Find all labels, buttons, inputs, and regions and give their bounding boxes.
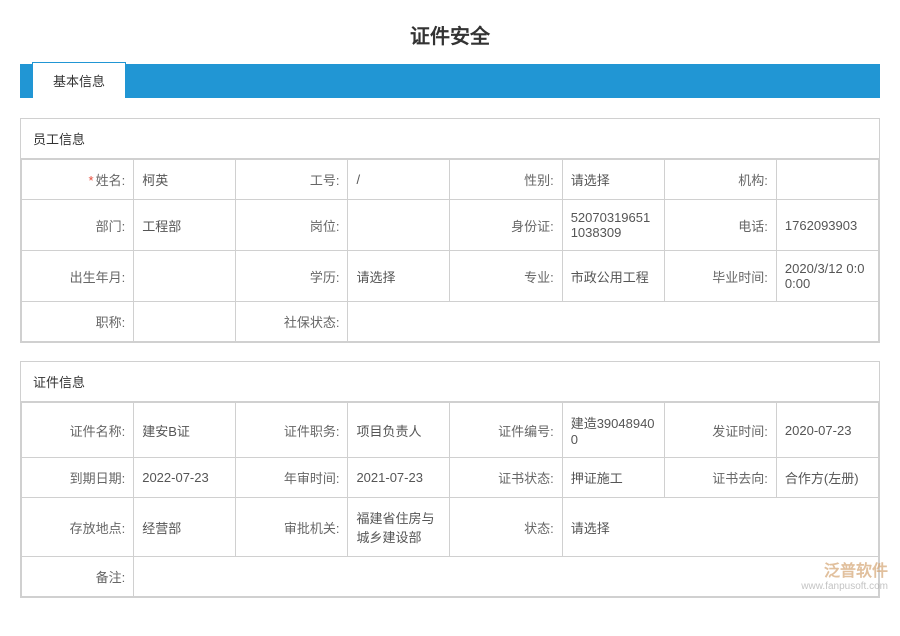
tab-bar: 基本信息 (20, 64, 880, 98)
gradtime-value[interactable]: 2020/3/12 0:00:00 (776, 251, 878, 302)
empno-value[interactable]: / (348, 160, 450, 200)
post-label: 岗位: (236, 200, 348, 251)
name-value[interactable]: 柯英 (134, 160, 236, 200)
status-label: 状态: (450, 498, 562, 557)
certduty-label: 证件职务: (236, 403, 348, 458)
issuetime-label: 发证时间: (664, 403, 776, 458)
cert-form-table: 证件名称: 建安B证 证件职务: 项目负责人 证件编号: 建造390489400… (21, 402, 879, 597)
certstatus-value[interactable]: 押证施工 (562, 458, 664, 498)
page-title: 证件安全 (20, 20, 880, 49)
major-value[interactable]: 市政公用工程 (562, 251, 664, 302)
org-label: 机构: (664, 160, 776, 200)
birth-value[interactable] (134, 251, 236, 302)
ss-value[interactable] (348, 302, 879, 342)
birth-label: 出生年月: (22, 251, 134, 302)
table-row: 备注: (22, 557, 879, 597)
name-label: *姓名: (22, 160, 134, 200)
table-row: 出生年月: 学历: 请选择 专业: 市政公用工程 毕业时间: 2020/3/12… (22, 251, 879, 302)
issuetime-value[interactable]: 2020-07-23 (776, 403, 878, 458)
phone-value[interactable]: 1762093903 (776, 200, 878, 251)
gender-label: 性别: (450, 160, 562, 200)
org-value[interactable] (776, 160, 878, 200)
major-label: 专业: (450, 251, 562, 302)
certdest-label: 证书去向: (664, 458, 776, 498)
certname-label: 证件名称: (22, 403, 134, 458)
certstatus-label: 证书状态: (450, 458, 562, 498)
title-value[interactable] (134, 302, 236, 342)
table-row: 证件名称: 建安B证 证件职务: 项目负责人 证件编号: 建造390489400… (22, 403, 879, 458)
annual-label: 年审时间: (236, 458, 348, 498)
empno-label: 工号: (236, 160, 348, 200)
approver-value[interactable]: 福建省住房与城乡建设部 (348, 498, 450, 557)
remark-label: 备注: (22, 557, 134, 597)
table-row: 存放地点: 经营部 审批机关: 福建省住房与城乡建设部 状态: 请选择 (22, 498, 879, 557)
employee-form-table: *姓名: 柯英 工号: / 性别: 请选择 机构: 部门: 工程部 岗位: 身份… (21, 159, 879, 342)
gender-value[interactable]: 请选择 (562, 160, 664, 200)
employee-info-section: 员工信息 *姓名: 柯英 工号: / 性别: 请选择 机构: 部门: 工程部 岗… (20, 118, 880, 343)
dept-label: 部门: (22, 200, 134, 251)
storage-value[interactable]: 经营部 (134, 498, 236, 557)
status-value[interactable]: 请选择 (562, 498, 878, 557)
edu-value[interactable]: 请选择 (348, 251, 450, 302)
expiry-value[interactable]: 2022-07-23 (134, 458, 236, 498)
employee-section-header: 员工信息 (21, 119, 879, 159)
table-row: *姓名: 柯英 工号: / 性别: 请选择 机构: (22, 160, 879, 200)
certno-label: 证件编号: (450, 403, 562, 458)
dept-value[interactable]: 工程部 (134, 200, 236, 251)
cert-info-section: 证件信息 证件名称: 建安B证 证件职务: 项目负责人 证件编号: 建造3904… (20, 361, 880, 598)
gradtime-label: 毕业时间: (664, 251, 776, 302)
title-label: 职称: (22, 302, 134, 342)
certno-value[interactable]: 建造390489400 (562, 403, 664, 458)
annual-value[interactable]: 2021-07-23 (348, 458, 450, 498)
certdest-value[interactable]: 合作方(左册) (776, 458, 878, 498)
idcard-value[interactable]: 520703196511038309 (562, 200, 664, 251)
edu-label: 学历: (236, 251, 348, 302)
approver-label: 审批机关: (236, 498, 348, 557)
table-row: 职称: 社保状态: (22, 302, 879, 342)
expiry-label: 到期日期: (22, 458, 134, 498)
table-row: 到期日期: 2022-07-23 年审时间: 2021-07-23 证书状态: … (22, 458, 879, 498)
remark-value[interactable] (134, 557, 879, 597)
table-row: 部门: 工程部 岗位: 身份证: 520703196511038309 电话: … (22, 200, 879, 251)
certname-value[interactable]: 建安B证 (134, 403, 236, 458)
cert-section-header: 证件信息 (21, 362, 879, 402)
tab-basic-info[interactable]: 基本信息 (32, 62, 126, 98)
storage-label: 存放地点: (22, 498, 134, 557)
ss-label: 社保状态: (236, 302, 348, 342)
post-value[interactable] (348, 200, 450, 251)
idcard-label: 身份证: (450, 200, 562, 251)
certduty-value[interactable]: 项目负责人 (348, 403, 450, 458)
phone-label: 电话: (664, 200, 776, 251)
